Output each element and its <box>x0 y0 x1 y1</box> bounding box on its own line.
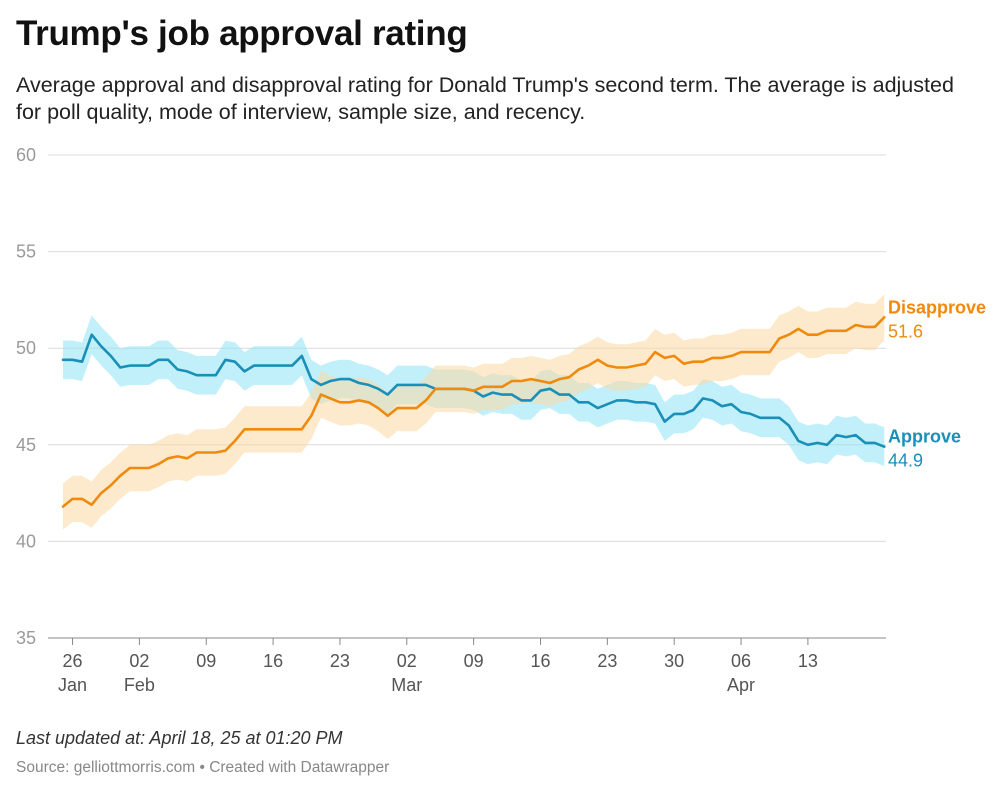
x-tick-label: 23 <box>597 651 617 671</box>
x-tick-label: 13 <box>798 651 818 671</box>
x-tick-label: 09 <box>196 651 216 671</box>
disapprove-line <box>61 316 886 508</box>
y-tick-label: 35 <box>16 628 36 648</box>
x-month-label: Jan <box>58 675 87 695</box>
disapprove-final-value: 51.6 <box>888 321 923 341</box>
approve-final-value: 44.9 <box>888 451 923 471</box>
source-note: Source: gelliottmorris.com • Created wit… <box>16 759 390 776</box>
x-tick-label: 02 <box>397 651 417 671</box>
x-tick-label: 09 <box>464 651 484 671</box>
x-tick-label: 23 <box>330 651 350 671</box>
approve-series-label: Approve <box>888 427 961 447</box>
x-tick-label: 02 <box>129 651 149 671</box>
grid-layer: 35 40 45 50 55 60 <box>16 145 886 648</box>
chart-title: Trump's job approval rating <box>16 14 468 53</box>
disapprove-confidence-band <box>63 294 885 530</box>
x-axis: 26 Jan 02 Feb 09 16 23 02 Mar 09 16 23 30 06 Apr 13 <box>48 637 886 695</box>
x-month-label: Apr <box>727 675 755 695</box>
x-tick-label: 06 <box>731 651 751 671</box>
x-tick-label: 16 <box>530 651 550 671</box>
x-tick-label: 16 <box>263 651 283 671</box>
y-tick-label: 60 <box>16 145 36 165</box>
chart-subtitle: Average approval and disapproval rating … <box>16 73 954 124</box>
y-tick-label: 45 <box>16 435 36 455</box>
series-labels: Approve 44.9 Disapprove 51.6 <box>888 297 986 470</box>
line-layer <box>61 316 886 508</box>
x-tick-label: 26 <box>63 651 83 671</box>
band-layer <box>63 294 885 530</box>
x-tick-label: 30 <box>664 651 684 671</box>
y-tick-label: 55 <box>16 242 36 262</box>
x-month-label: Mar <box>391 675 422 695</box>
disapprove-series-label: Disapprove <box>888 297 986 317</box>
last-updated-note: Last updated at: April 18, 25 at 01:20 P… <box>16 728 343 748</box>
y-tick-label: 50 <box>16 338 36 358</box>
x-month-label: Feb <box>124 675 155 695</box>
y-tick-label: 40 <box>16 531 36 551</box>
